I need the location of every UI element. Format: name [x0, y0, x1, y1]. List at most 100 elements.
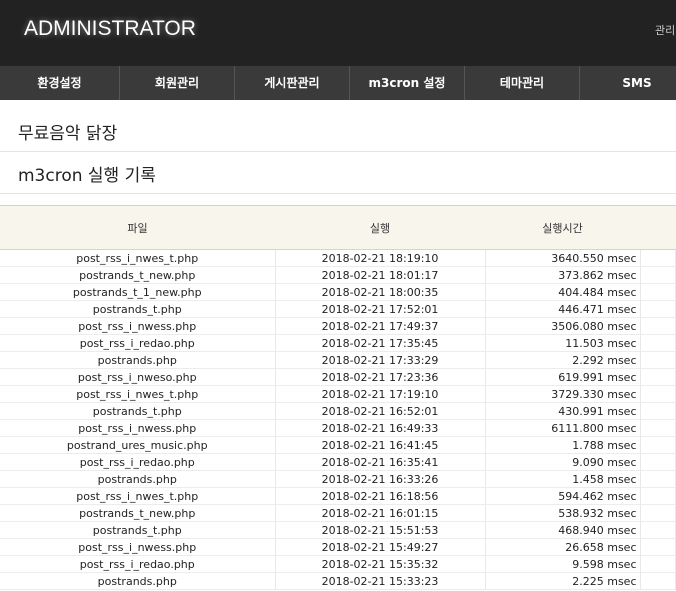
table-row: post_rss_i_redao.php 2018-02-21 15:35:32 9… [0, 555, 676, 573]
table-cell: postrands_t_new.php [0, 266, 276, 284]
table-cell: 2018-02-21 17:19:10 [275, 385, 486, 403]
table-row: post_rss_i_nwess.php 2018-02-21 17:49:37 3… [0, 317, 676, 335]
table-row: post_rss_i_nwess.php 2018-02-21 15:49:27 2… [0, 538, 676, 556]
table-cell: 2018-02-21 15:51:53 [275, 521, 486, 539]
table-row: post_rss_i_nwes_t.php 2018-02-21 17:19:10… [0, 385, 676, 403]
table-cell: 594.462 msec [485, 487, 641, 505]
table-cell [640, 487, 676, 505]
table-cell: 2018-02-21 18:00:35 [275, 283, 486, 301]
table-cell: postrands_t_new.php [0, 504, 276, 522]
table-cell: post_rss_i_redao.php [0, 453, 276, 471]
table-cell: 2018-02-21 17:23:36 [275, 368, 486, 386]
table-cell: 9.090 msec [485, 453, 641, 471]
table-cell [640, 470, 676, 488]
table-row: postrands.php 2018-02-21 15:33:23 2.225 ms… [0, 572, 676, 590]
nav-item[interactable]: m3cron 설정 [350, 66, 465, 100]
column-header: 실행시간 [485, 205, 640, 250]
nav-item[interactable]: 게시판관리 [235, 66, 350, 100]
table-row: postrands.php 2018-02-21 17:33:29 2.292 ms… [0, 351, 676, 369]
table-cell: 2.292 msec [485, 351, 641, 369]
table-cell [640, 368, 676, 386]
table-cell: 468.940 msec [485, 521, 641, 539]
table-cell: 1.458 msec [485, 470, 641, 488]
column-header: 파일 [0, 205, 275, 250]
table-cell: 446.471 msec [485, 300, 641, 318]
log-table: 파일 실행 실행시간 post_rss_i_nwes_t.php 2018-02-21… [0, 205, 676, 590]
nav-bar: 환경설정 회원관리 게시판관리 m3cron 설정 테마관리 SMS [0, 66, 676, 100]
table-cell [640, 317, 676, 335]
table-row: postrands_t.php 2018-02-21 17:52:01 446.47… [0, 300, 676, 318]
table-cell: 2018-02-21 18:19:10 [275, 249, 486, 267]
table-cell: 26.658 msec [485, 538, 641, 556]
table-cell: post_rss_i_nwess.php [0, 317, 276, 335]
table-cell [640, 249, 676, 267]
table-cell [640, 402, 676, 420]
table-cell [640, 538, 676, 556]
table-cell: 1.788 msec [485, 436, 641, 454]
table-cell: postrand_ures_music.php [0, 436, 276, 454]
table-cell [640, 385, 676, 403]
table-cell: post_rss_i_nwess.php [0, 538, 276, 556]
separator [0, 151, 676, 152]
table-row: postrands_t.php 2018-02-21 15:51:53 468.94… [0, 521, 676, 539]
table-row: postrands_t_new.php 2018-02-21 18:01:17 37… [0, 266, 676, 284]
table-cell: 404.484 msec [485, 283, 641, 301]
table-cell: 2018-02-21 17:52:01 [275, 300, 486, 318]
table-cell [640, 453, 676, 471]
table-cell: postrands.php [0, 470, 276, 488]
table-cell [640, 351, 676, 369]
table-cell: 2018-02-21 15:33:23 [275, 572, 486, 590]
table-cell: 2018-02-21 17:49:37 [275, 317, 486, 335]
table-cell [640, 419, 676, 437]
table-cell: 3506.080 msec [485, 317, 641, 335]
table-row: postrand_ures_music.php 2018-02-21 16:41:… [0, 436, 676, 454]
table-cell: 2018-02-21 16:01:15 [275, 504, 486, 522]
table-row: post_rss_i_nwes_t.php 2018-02-21 18:19:10… [0, 249, 676, 267]
table-cell: post_rss_i_redao.php [0, 555, 276, 573]
nav-item[interactable]: 테마관리 [465, 66, 580, 100]
table-row: post_rss_i_redao.php 2018-02-21 17:35:45 1… [0, 334, 676, 352]
table-cell: 3729.330 msec [485, 385, 641, 403]
table-cell [640, 334, 676, 352]
table-cell [640, 266, 676, 284]
table-row: postrands_t_new.php 2018-02-21 16:01:15 53… [0, 504, 676, 522]
user-link[interactable]: 관리 [655, 24, 676, 37]
logo[interactable]: ADMINISTRATOR [24, 17, 196, 40]
header-row: 파일 실행 실행시간 [0, 205, 676, 250]
table-cell [640, 555, 676, 573]
table-cell [640, 283, 676, 301]
separator [0, 193, 676, 194]
table-row: post_rss_i_nwes_t.php 2018-02-21 16:18:56… [0, 487, 676, 505]
table-row: postrands_t_1_new.php 2018-02-21 18:00:35… [0, 283, 676, 301]
table-cell: 2018-02-21 18:01:17 [275, 266, 486, 284]
table-cell: 619.991 msec [485, 368, 641, 386]
table-cell: 2.225 msec [485, 572, 641, 590]
column-header: 실행 [275, 205, 485, 250]
table-row: post_rss_i_redao.php 2018-02-21 16:35:41 9… [0, 453, 676, 471]
table-cell: 2018-02-21 16:49:33 [275, 419, 486, 437]
table-cell: 9.598 msec [485, 555, 641, 573]
table-cell: 2018-02-21 16:35:41 [275, 453, 486, 471]
section-title: m3cron 실행 기록 [18, 166, 156, 186]
site-title: 무료음악 닭장 [18, 124, 118, 144]
table-cell [640, 436, 676, 454]
table-cell [640, 300, 676, 318]
nav-item[interactable]: 회원관리 [120, 66, 235, 100]
table-cell [640, 572, 676, 590]
table-cell: 11.503 msec [485, 334, 641, 352]
table-row: postrands.php 2018-02-21 16:33:26 1.458 ms… [0, 470, 676, 488]
table-cell: post_rss_i_nwess.php [0, 419, 276, 437]
table-cell: 430.991 msec [485, 402, 641, 420]
table-cell: 2018-02-21 15:35:32 [275, 555, 486, 573]
nav-item[interactable]: SMS [580, 66, 676, 100]
table-cell: post_rss_i_nwes_t.php [0, 249, 276, 267]
table-cell: 2018-02-21 16:52:01 [275, 402, 486, 420]
table-cell: postrands.php [0, 351, 276, 369]
table-cell: 6111.800 msec [485, 419, 641, 437]
table-cell: postrands_t.php [0, 402, 276, 420]
nav-item[interactable]: 환경설정 [0, 66, 120, 100]
table-cell: post_rss_i_nwes_t.php [0, 385, 276, 403]
table-cell: 2018-02-21 16:33:26 [275, 470, 486, 488]
column-header [640, 205, 676, 250]
